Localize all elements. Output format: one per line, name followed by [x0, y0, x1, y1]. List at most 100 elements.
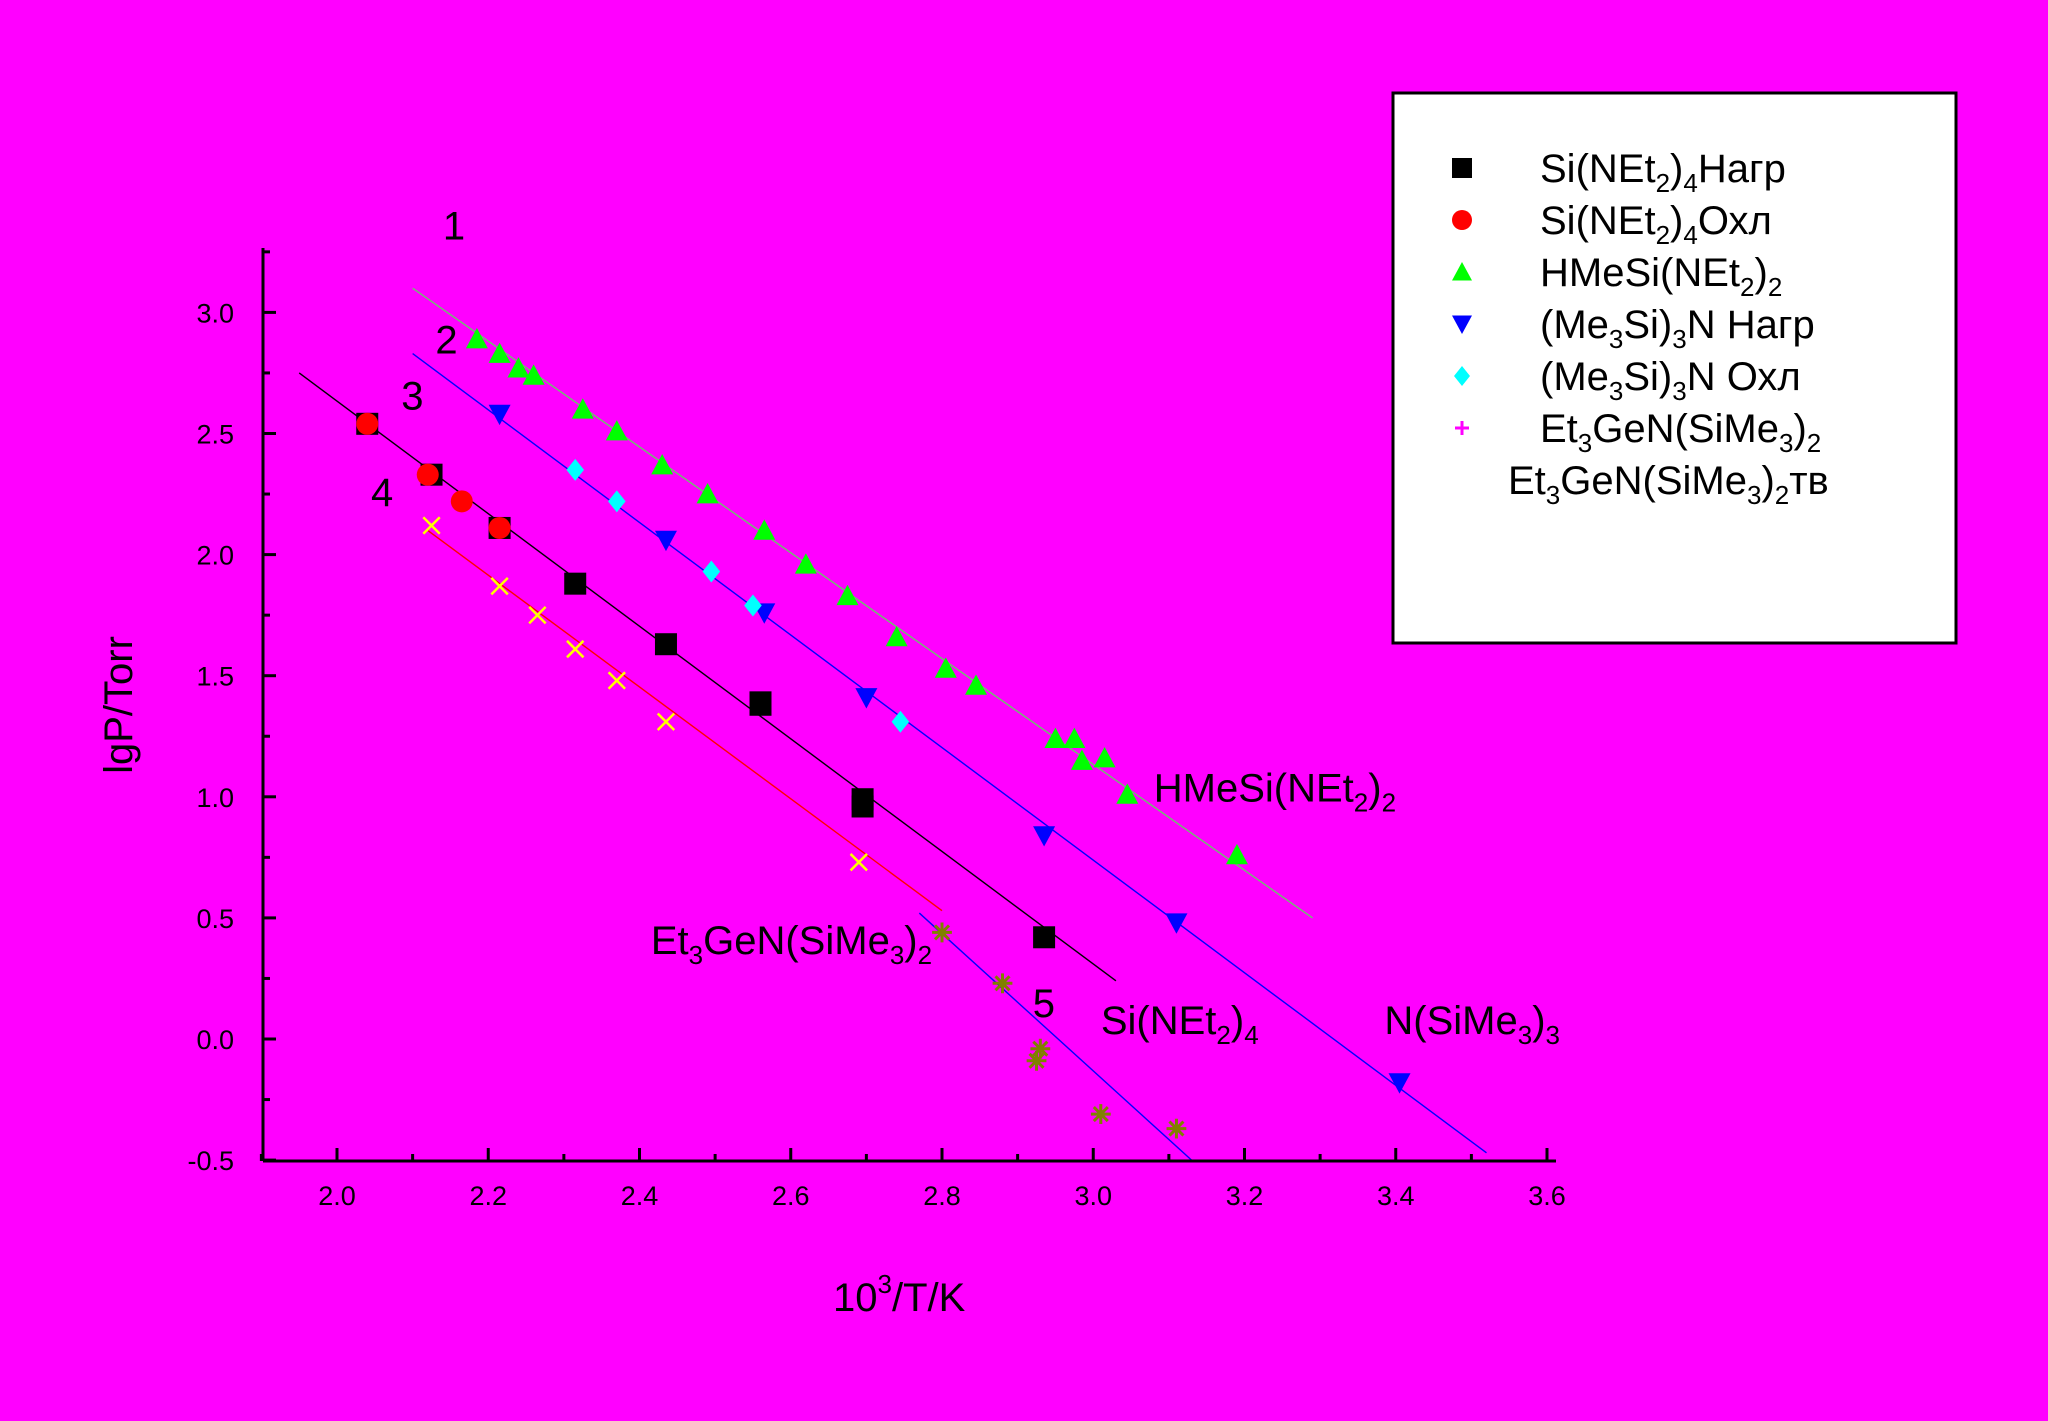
legend-label-sinet_heat-part-2: ) [1670, 147, 1683, 191]
annotation-label-etgen-part-5: 2 [918, 940, 932, 970]
data-point-me3sin_heat [1165, 913, 1188, 934]
x-tick-label: 2.2 [469, 1181, 507, 1211]
legend-label-etgen-part-0: Et [1540, 407, 1578, 451]
legend-label-etgen_solid-part-5: 2 [1775, 480, 1789, 510]
data-point-hmesi [571, 398, 594, 419]
legend-label-sinet_heat-part-0: Si(NEt [1540, 147, 1656, 191]
legend-label-me3sin_heat-part-3: 3 [1672, 324, 1686, 354]
data-point-hmesi [465, 328, 488, 349]
legend-entry-me3sin_cool: (Me3Si)3N Охл [1454, 355, 1801, 406]
data-point-hmesi [522, 364, 545, 385]
fit-line-1 [412, 287, 1313, 919]
data-point-hmesi [696, 483, 719, 504]
annotation-label-hmesi-part-2: ) [1368, 767, 1381, 811]
annotation-n4-part-0: 4 [371, 471, 393, 515]
legend-label-etgen_solid: Et3GeN(SiMe3)2тв [1508, 459, 1829, 510]
legend-label-me3sin_cool-part-0: (Me [1540, 355, 1609, 399]
data-point-hmesi [507, 357, 530, 378]
data-point-hmesi [934, 657, 957, 678]
legend-marker-me3sin_heat [1452, 315, 1472, 334]
legend-entry-me3sin_heat: (Me3Si)3N Нагр [1452, 303, 1815, 354]
series-me3sin_heat [488, 404, 1411, 1094]
legend-label-sinet_cool-part-4: Охл [1698, 199, 1772, 243]
legend-label-me3sin_heat-part-4: N Нагр [1687, 303, 1815, 347]
data-point-me3sin_heat [654, 530, 677, 552]
legend-label-hmesi-part-2: ) [1755, 251, 1768, 295]
legend-marker-etgen [1455, 421, 1469, 435]
annotation-n1-part-0: 1 [443, 205, 465, 249]
data-point-hmesi [651, 453, 674, 475]
annotation-n2-part-0: 2 [435, 319, 457, 363]
x-tick-label: 3.0 [1074, 1181, 1112, 1211]
legend-label-etgen-part-4: ) [1793, 407, 1806, 451]
data-point-hmesi [488, 342, 511, 363]
y-tick-label: 1.5 [196, 662, 234, 692]
data-point-hmesi [1225, 843, 1248, 865]
data-point-hmesi [965, 674, 988, 695]
annotation-label-etgen-part-1: 3 [689, 940, 703, 970]
data-point-etgen_solid [1030, 1038, 1051, 1059]
annotation-label-hmesi-part-0: HMeSi(NEt [1154, 767, 1354, 811]
data-point-sinet_cool [488, 516, 511, 539]
data-point-me3sin_cool [566, 458, 585, 481]
series-etgen_solid [932, 922, 1187, 1139]
legend-entry-etgen: Et3GeN(SiMe3)2 [1455, 407, 1821, 458]
annotation-n3: 3 [401, 374, 423, 418]
data-point-hmesi [753, 519, 776, 540]
legend-label-hmesi-part-3: 2 [1768, 272, 1782, 302]
y-axis-title: lgP/Torr [97, 636, 141, 774]
annotation-n4: 4 [371, 471, 393, 515]
legend-label-me3sin_heat: (Me3Si)3N Нагр [1540, 303, 1815, 354]
annotation-n2: 2 [435, 319, 457, 363]
legend-label-me3sin_cool-part-1: 3 [1609, 376, 1623, 406]
annotation-label-nsime-part-0: N(SiMe [1384, 999, 1517, 1043]
annotation-n3-part-0: 3 [401, 374, 423, 418]
legend-box [1391, 91, 1958, 645]
fit-line-2 [412, 353, 1487, 1154]
x-tick-label: 3.6 [1528, 1181, 1566, 1211]
annotation-label-etgen-part-3: 3 [890, 940, 904, 970]
data-point-etgen [490, 576, 509, 596]
axes [261, 248, 1556, 1163]
x-axis-title-rest: /T/K [892, 1276, 966, 1320]
legend-label-me3sin_cool-part-2: Si) [1623, 355, 1672, 399]
annotation-label-nsime: N(SiMe3)3 [1384, 999, 1560, 1050]
data-point-sinet_cool [356, 412, 379, 435]
annotation-label-sinet-part-0: Si(NEt [1101, 999, 1217, 1043]
data-point-etgen_solid [992, 973, 1013, 994]
x-tick-label: 2.4 [621, 1181, 659, 1211]
legend-entry-etgen_solid: Et3GeN(SiMe3)2тв [1508, 459, 1829, 510]
fit-line-5 [918, 912, 1193, 1161]
legend-label-sinet_heat: Si(NEt2)4Нагр [1540, 147, 1786, 198]
data-point-me3sin_cool [891, 710, 910, 733]
annotation-label-etgen: Et3GeN(SiMe3)2 [651, 919, 932, 970]
data-point-sinet_heat [749, 691, 772, 714]
series-hmesi [465, 328, 1248, 865]
legend-label-hmesi-part-1: 2 [1740, 272, 1754, 302]
data-point-me3sin_heat [855, 688, 878, 709]
legend-label-etgen-part-1: 3 [1578, 428, 1592, 458]
legend-label-sinet_cool-part-3: 4 [1683, 220, 1697, 250]
legend-label-sinet_cool-part-1: 2 [1656, 220, 1670, 250]
data-point-hmesi [605, 420, 628, 441]
legend-entry-hmesi: HMeSi(NEt2)2 [1452, 251, 1782, 302]
legend-label-hmesi-part-0: HMeSi(NEt [1540, 251, 1740, 295]
x-tick-label: 2.6 [772, 1181, 810, 1211]
legend-marker-sinet_cool [1452, 210, 1472, 230]
x-tick-label: 2.0 [318, 1181, 356, 1211]
legend: Si(NEt2)4НагрSi(NEt2)4ОхлHMeSi(NEt2)2(Me… [1452, 147, 1829, 510]
data-point-etgen [566, 639, 585, 659]
legend-label-etgen_solid-part-0: Et [1508, 459, 1546, 503]
data-point-hmesi [836, 584, 859, 606]
legend-label-me3sin_heat-part-1: 3 [1609, 324, 1623, 354]
x-tick-label: 3.4 [1377, 1181, 1415, 1211]
annotation-label-etgen-part-2: GeN(SiMe [703, 919, 890, 963]
data-point-me3sin_cool [702, 560, 721, 583]
data-point-me3sin_heat [1033, 826, 1056, 847]
fit-line-4 [427, 529, 943, 912]
data-point-hmesi [1070, 749, 1093, 770]
legend-label-etgen_solid-part-3: 3 [1747, 480, 1761, 510]
data-point-hmesi [1093, 747, 1116, 768]
data-point-hmesi [1044, 727, 1067, 749]
